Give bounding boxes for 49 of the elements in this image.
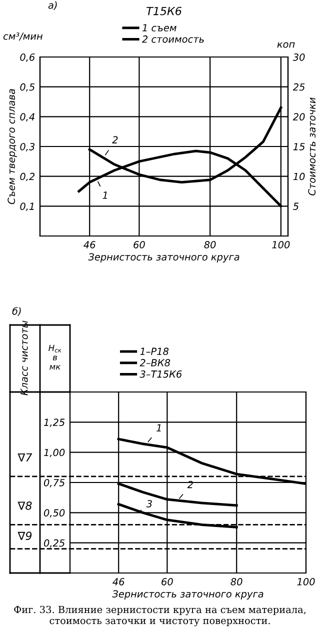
y2-tick-label: 5 <box>293 202 299 210</box>
text: см³/мин <box>3 32 42 41</box>
text: коп <box>277 42 295 48</box>
x-tick-label: 60 <box>134 241 145 248</box>
annotation: 1 <box>156 424 161 432</box>
y2-tick-label: 30 <box>292 53 305 61</box>
y-axis-title: Съем твердого сплава <box>8 89 17 204</box>
legend-label: 3–Т15К6 <box>140 370 182 378</box>
y-tick-label: 0,5 <box>20 83 35 92</box>
x-tick-label: 100 <box>297 578 315 586</box>
y-tick-label: 0,25 <box>44 539 65 548</box>
annotation: 1 <box>102 192 107 199</box>
y-tick-label: 0,1 <box>20 202 34 211</box>
chart-title: Т15К6 <box>146 6 182 16</box>
y-tick-label: 1,00 <box>44 448 65 458</box>
y-tick-label: 0,4 <box>20 113 34 122</box>
x-axis-title: Зернистость заточного круга <box>88 253 240 262</box>
y-tick-label: 1,25 <box>44 418 65 427</box>
ref-line-label: ∇8 <box>18 501 32 510</box>
x-tick-label: 100 <box>272 241 290 248</box>
ref-line-label: ∇9 <box>18 532 32 540</box>
y2-tick-label: 10 <box>293 172 305 180</box>
y2-tick-label: 20 <box>292 113 305 120</box>
text: а) <box>48 1 57 10</box>
y-tick-label: 0,50 <box>44 509 65 518</box>
y2-axis-title: Стоимость заточки <box>308 98 316 196</box>
y2-tick-label: 15 <box>293 143 305 150</box>
x-tick-label: 60 <box>162 578 173 586</box>
text: Фиг. 33. Влияние зернистости круга на съем материала, стоимость заточки и чистоту поверхности. <box>14 606 306 626</box>
y-tick-label: 0,2 <box>20 172 35 182</box>
annotation: 3 <box>146 500 152 508</box>
x-tick-label: 46 <box>84 241 96 248</box>
legend-label: 1–Р18 <box>140 348 169 356</box>
ref-line-label: ∇7 <box>18 453 32 462</box>
text: Класс чистоты <box>20 320 28 396</box>
x-tick-label: 46 <box>112 578 124 586</box>
legend-label: 1 съем <box>142 24 176 32</box>
x-axis-title: Зернистость заточного круга <box>112 590 264 600</box>
y-tick-label: 0,3 <box>20 142 35 152</box>
x-tick-label: 80 <box>230 578 242 586</box>
legend-label: 2–ВК8 <box>140 359 170 366</box>
y-tick-label: 0,6 <box>20 53 35 62</box>
y2-tick-label: 25 <box>292 83 305 91</box>
text: б) <box>12 307 21 316</box>
legend-label: 2 стоимость <box>142 35 204 43</box>
x-tick-label: 80 <box>204 241 216 248</box>
annotation: 2 <box>112 136 118 144</box>
y-axis-title: H$_{ск}$ в мк <box>48 344 62 370</box>
y-tick-label: 0,75 <box>44 478 65 488</box>
